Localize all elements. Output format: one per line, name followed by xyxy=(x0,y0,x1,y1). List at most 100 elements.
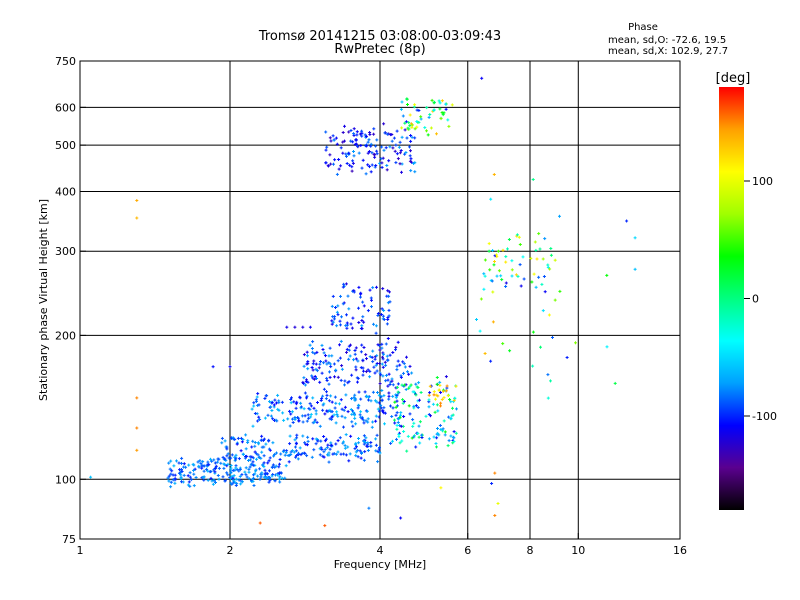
data-point-cross xyxy=(307,380,309,384)
data-point-cross xyxy=(306,396,307,400)
data-point-cross xyxy=(384,422,385,426)
data-point-cross xyxy=(401,383,403,387)
data-point-cross xyxy=(379,161,381,165)
data-point-cross xyxy=(382,357,384,361)
data-point-cross xyxy=(490,359,492,363)
data-point-cross xyxy=(440,486,442,490)
data-point-cross xyxy=(384,360,386,364)
data-point-cross xyxy=(383,406,385,410)
data-point-cross xyxy=(270,405,272,409)
data-point-cross xyxy=(412,418,414,422)
data-point-cross xyxy=(535,285,537,289)
data-point-cross xyxy=(327,443,329,447)
data-point-cross xyxy=(346,313,347,317)
data-point-cross xyxy=(386,322,388,326)
data-point-cross xyxy=(257,392,259,396)
data-point-cross xyxy=(214,470,216,474)
data-point-cross xyxy=(361,166,363,170)
data-point-cross xyxy=(396,364,398,368)
data-point-cross xyxy=(381,362,383,366)
data-point-cross xyxy=(333,413,335,417)
data-point-cross xyxy=(253,456,254,460)
data-point-cross xyxy=(391,415,393,418)
data-point-cross xyxy=(381,342,383,346)
data-point-cross xyxy=(371,305,372,309)
data-point-cross xyxy=(402,114,404,118)
data-point-cross xyxy=(387,378,389,382)
data-point-cross xyxy=(359,413,361,417)
data-point-cross xyxy=(257,403,259,407)
data-point-cross xyxy=(380,395,382,399)
data-point-cross xyxy=(201,466,203,470)
data-point-cross xyxy=(323,351,325,355)
data-point-cross xyxy=(384,411,386,415)
data-point-cross xyxy=(334,158,336,162)
data-point-cross xyxy=(392,406,394,410)
data-point-cross xyxy=(319,453,321,457)
data-point-cross xyxy=(370,441,372,444)
data-point-cross xyxy=(337,439,339,443)
data-point-cross xyxy=(295,455,297,459)
y-tick-label: 75 xyxy=(62,533,76,546)
data-point-cross xyxy=(396,385,398,389)
x-tick-label: 8 xyxy=(527,544,534,557)
data-point-cross xyxy=(306,454,308,458)
data-point-cross xyxy=(442,427,444,431)
data-point-cross xyxy=(410,122,412,126)
data-point-cross xyxy=(377,407,379,411)
data-point-cross xyxy=(402,424,404,428)
data-point-cross xyxy=(326,376,328,380)
data-point-cross xyxy=(505,281,507,285)
data-point-cross xyxy=(395,161,397,165)
data-point-cross xyxy=(436,432,438,436)
data-point-cross xyxy=(275,418,277,422)
data-point-cross xyxy=(323,435,325,438)
data-point-cross xyxy=(214,467,216,470)
data-point-cross xyxy=(436,403,438,407)
data-point-cross xyxy=(255,452,257,456)
data-point-cross xyxy=(352,289,354,293)
data-point-cross xyxy=(402,401,404,405)
data-point-cross xyxy=(366,444,368,448)
data-point-cross xyxy=(271,409,273,412)
data-point-cross xyxy=(380,406,382,410)
y-axis-ticks: 75 100 200 300 400 500 600 750 xyxy=(55,55,86,546)
data-point-cross xyxy=(389,300,391,304)
data-point-cross xyxy=(273,403,275,407)
data-point-cross xyxy=(376,362,378,365)
data-point-cross xyxy=(330,394,332,398)
data-point-cross xyxy=(390,441,392,445)
data-point-cross xyxy=(310,415,312,419)
data-point-cross xyxy=(358,306,359,310)
data-point-cross xyxy=(402,360,404,364)
data-point-cross xyxy=(254,450,256,454)
data-point-cross xyxy=(401,162,403,166)
data-point-cross xyxy=(349,163,351,167)
data-point-cross xyxy=(396,394,398,398)
data-point-cross xyxy=(249,458,251,462)
data-point-cross xyxy=(340,378,342,382)
data-point-cross xyxy=(356,376,358,380)
data-point-cross xyxy=(496,255,498,259)
data-point-cross xyxy=(396,399,398,403)
colorbar-ticks: 100 0 -100 xyxy=(744,175,777,423)
data-point-cross xyxy=(203,475,205,479)
y-axis-label: Stationary phase Virtual Height [km] xyxy=(37,199,50,401)
data-point-cross xyxy=(385,363,387,367)
data-point-cross xyxy=(315,367,317,371)
data-point-cross xyxy=(287,417,289,421)
data-point-cross xyxy=(326,379,328,382)
data-point-cross xyxy=(516,233,518,237)
data-point-cross xyxy=(330,410,332,413)
data-point-cross xyxy=(388,372,390,376)
data-point-cross xyxy=(379,362,381,365)
data-point-cross xyxy=(319,424,321,428)
data-point-cross xyxy=(378,415,380,419)
data-point-cross xyxy=(290,401,292,405)
data-point-cross xyxy=(547,396,549,400)
data-point-cross xyxy=(374,371,376,375)
data-point-cross xyxy=(293,400,295,404)
data-point-cross xyxy=(363,458,365,462)
data-point-cross xyxy=(345,453,347,457)
data-point-cross xyxy=(252,463,254,467)
